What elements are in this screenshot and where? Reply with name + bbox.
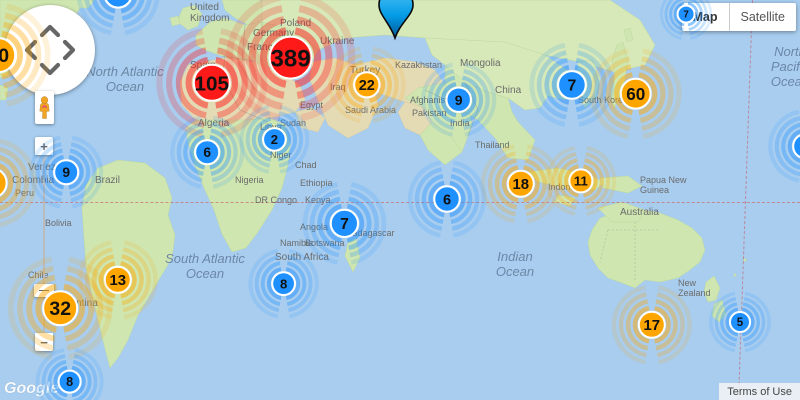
svg-text:9: 9 [62,165,70,180]
svg-text:6: 6 [203,145,211,160]
svg-text:8: 8 [66,376,73,390]
svg-text:105: 105 [195,72,230,95]
svg-text:9: 9 [455,92,463,108]
svg-text:18: 18 [513,177,530,193]
svg-text:6: 6 [443,192,451,208]
svg-text:5: 5 [737,317,744,329]
svg-text:2: 2 [270,132,277,147]
svg-text:7: 7 [340,216,349,233]
svg-text:8: 8 [280,277,287,292]
svg-text:17: 17 [644,318,661,334]
svg-text:32: 32 [49,298,71,320]
svg-text:22: 22 [359,78,375,94]
svg-text:389: 389 [271,46,311,73]
svg-text:60: 60 [626,85,645,104]
svg-text:13: 13 [110,273,127,289]
svg-text:30: 30 [0,45,9,67]
svg-text:7: 7 [568,78,577,95]
svg-text:11: 11 [574,174,588,189]
svg-text:7: 7 [683,9,689,20]
svg-text:8: 8 [114,0,123,4]
